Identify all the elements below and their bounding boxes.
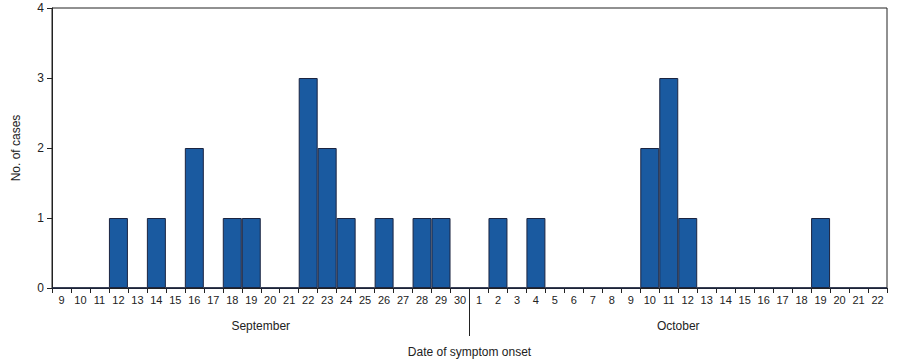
svg-text:1: 1 xyxy=(476,294,482,306)
svg-text:14: 14 xyxy=(150,294,162,306)
svg-text:20: 20 xyxy=(833,294,845,306)
svg-text:October: October xyxy=(657,319,700,333)
svg-text:9: 9 xyxy=(628,294,634,306)
svg-text:11: 11 xyxy=(663,294,674,306)
svg-text:0: 0 xyxy=(37,281,44,295)
svg-text:11: 11 xyxy=(94,294,105,306)
svg-text:23: 23 xyxy=(321,294,333,306)
svg-text:21: 21 xyxy=(852,294,864,306)
svg-text:26: 26 xyxy=(378,294,390,306)
svg-text:4: 4 xyxy=(37,1,44,15)
svg-text:16: 16 xyxy=(188,294,200,306)
svg-text:10: 10 xyxy=(644,294,656,306)
svg-text:27: 27 xyxy=(397,294,409,306)
svg-text:No. of cases: No. of cases xyxy=(9,115,23,182)
svg-text:September: September xyxy=(231,319,290,333)
svg-text:6: 6 xyxy=(571,294,577,306)
svg-text:15: 15 xyxy=(169,294,181,306)
svg-text:10: 10 xyxy=(74,294,86,306)
svg-text:15: 15 xyxy=(739,294,751,306)
svg-text:17: 17 xyxy=(777,294,789,306)
svg-text:17: 17 xyxy=(207,294,219,306)
svg-text:19: 19 xyxy=(814,294,826,306)
svg-text:Date of symptom onset: Date of symptom onset xyxy=(408,345,532,359)
svg-text:9: 9 xyxy=(58,294,64,306)
svg-text:28: 28 xyxy=(416,294,428,306)
svg-text:19: 19 xyxy=(245,294,257,306)
svg-text:2: 2 xyxy=(37,141,44,155)
svg-text:3: 3 xyxy=(37,71,44,85)
svg-text:4: 4 xyxy=(533,294,539,306)
svg-text:30: 30 xyxy=(454,294,466,306)
svg-text:22: 22 xyxy=(302,294,314,306)
svg-text:3: 3 xyxy=(514,294,520,306)
svg-text:12: 12 xyxy=(682,294,694,306)
svg-text:25: 25 xyxy=(359,294,371,306)
svg-text:12: 12 xyxy=(112,294,124,306)
svg-text:8: 8 xyxy=(609,294,615,306)
svg-text:1: 1 xyxy=(37,211,44,225)
svg-text:29: 29 xyxy=(435,294,447,306)
svg-text:16: 16 xyxy=(758,294,770,306)
svg-text:22: 22 xyxy=(871,294,883,306)
svg-text:21: 21 xyxy=(283,294,295,306)
svg-text:14: 14 xyxy=(720,294,732,306)
svg-text:13: 13 xyxy=(131,294,143,306)
svg-text:5: 5 xyxy=(552,294,558,306)
svg-text:13: 13 xyxy=(701,294,713,306)
svg-text:2: 2 xyxy=(495,294,501,306)
svg-text:24: 24 xyxy=(340,294,352,306)
svg-text:20: 20 xyxy=(264,294,276,306)
svg-text:18: 18 xyxy=(226,294,238,306)
svg-text:18: 18 xyxy=(795,294,807,306)
svg-text:7: 7 xyxy=(590,294,596,306)
